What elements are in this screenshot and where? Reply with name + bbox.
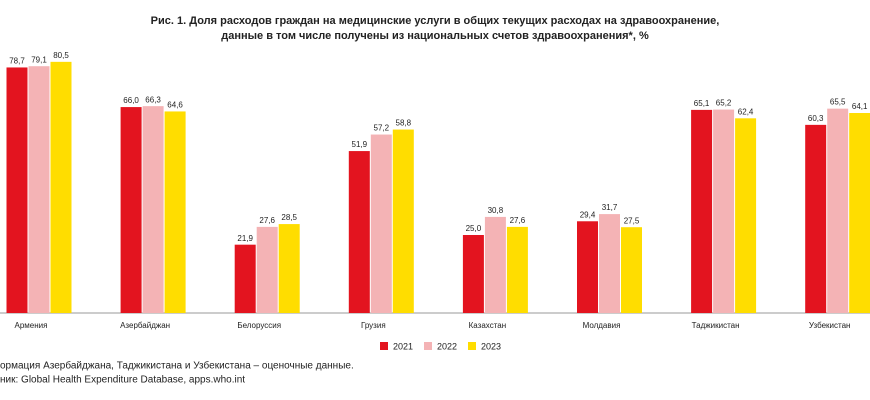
x-tick-label: Узбекистан <box>809 321 851 330</box>
chart-title: данные в том числе получены из националь… <box>221 30 649 42</box>
value-label: 65,1 <box>694 99 710 108</box>
bar <box>278 224 300 313</box>
value-label: 65,5 <box>830 98 846 107</box>
bar <box>506 226 528 313</box>
bar <box>6 67 28 314</box>
value-label: 27,5 <box>624 216 640 225</box>
value-label: 25,0 <box>466 224 482 233</box>
bar <box>735 118 757 313</box>
value-label: 66,0 <box>123 96 139 105</box>
value-label: 64,1 <box>852 102 868 111</box>
value-label: 27,6 <box>259 216 275 225</box>
bar <box>348 151 370 313</box>
x-tick-label: Азербайджан <box>120 321 170 330</box>
x-tick-label: Белоруссия <box>237 321 281 330</box>
bar <box>484 216 506 313</box>
bar <box>370 134 392 313</box>
value-label: 29,4 <box>580 210 596 219</box>
bar <box>234 244 256 313</box>
bar <box>392 129 414 313</box>
value-label: 31,7 <box>602 203 618 212</box>
x-tick-label: Таджикистан <box>692 321 740 330</box>
value-label: 57,2 <box>374 124 390 133</box>
value-label: 62,4 <box>738 107 754 116</box>
value-label: 66,3 <box>145 95 161 104</box>
legend-swatch <box>468 342 476 350</box>
legend-label: 2021 <box>393 341 413 351</box>
value-label: 28,5 <box>281 213 297 222</box>
legend-label: 2023 <box>481 341 501 351</box>
value-label: 80,5 <box>53 51 69 60</box>
chart-title: Рис. 1. Доля расходов граждан на медицин… <box>151 15 720 27</box>
legend-label: 2022 <box>437 341 457 351</box>
bar <box>120 107 142 313</box>
value-label: 60,3 <box>808 114 824 123</box>
value-label: 51,9 <box>352 140 368 149</box>
x-tick-label: Грузия <box>361 321 386 330</box>
bar <box>849 113 870 314</box>
x-tick-label: Молдавия <box>583 321 621 330</box>
bar <box>577 221 598 313</box>
bar <box>713 109 735 314</box>
value-label: 27,6 <box>510 216 526 225</box>
value-label: 21,9 <box>237 234 253 243</box>
bar <box>28 66 50 313</box>
bar <box>50 61 72 314</box>
legend-swatch <box>380 342 388 350</box>
footnote: ник: Global Health Expenditure Database,… <box>0 375 245 386</box>
value-label: 30,8 <box>488 206 504 215</box>
bar <box>599 214 620 313</box>
bar <box>256 226 278 313</box>
footnote: ормация Азербайджана, Таджикистана и Узб… <box>0 360 354 372</box>
bar <box>462 235 484 313</box>
legend-swatch <box>424 342 432 350</box>
value-label: 65,2 <box>716 99 732 108</box>
bar <box>142 106 164 313</box>
value-label: 78,7 <box>9 57 25 66</box>
value-label: 58,8 <box>396 119 412 128</box>
value-label: 79,1 <box>31 55 47 64</box>
value-label: 64,6 <box>167 101 183 110</box>
bar <box>621 227 642 313</box>
x-tick-label: Армения <box>15 321 48 330</box>
bar <box>164 111 186 313</box>
bar <box>827 108 849 313</box>
x-tick-label: Казахстан <box>469 321 507 330</box>
bar <box>691 109 713 313</box>
bar <box>805 124 827 313</box>
